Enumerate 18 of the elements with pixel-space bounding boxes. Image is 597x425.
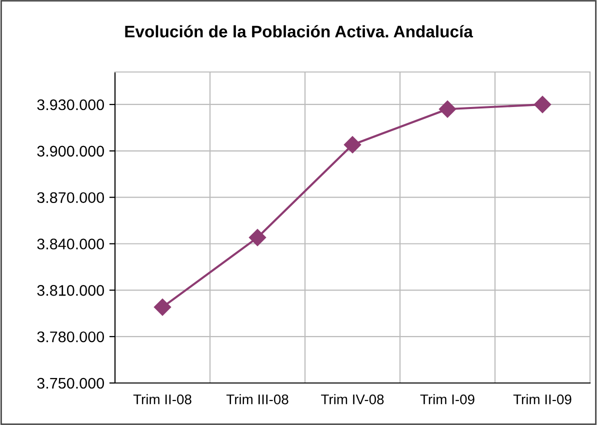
x-tick-label: Trim I-09: [420, 394, 474, 404]
x-tick-label: Trim III-08: [226, 394, 288, 404]
x-tick-label: Trim II-09: [513, 394, 572, 404]
point: [248, 229, 266, 246]
y-tick-label: 3.780.000: [37, 331, 104, 342]
y-tick-label: 3.930.000: [37, 99, 104, 110]
y-tick-label: 3.840.000: [37, 238, 104, 250]
point: [154, 298, 172, 316]
x-tick-label: Trim IV-08: [321, 394, 384, 404]
chart-title: Evolución de la Población Activa. Andalucía: [125, 25, 474, 38]
y-tick-label: 3.870.000: [37, 192, 104, 204]
y-tick-label: 3.810.000: [37, 285, 104, 296]
y-tick-label: 3.750.000: [37, 378, 104, 389]
point: [344, 136, 362, 154]
point: [438, 100, 456, 118]
x-tick-label: Trim II-08: [133, 394, 192, 404]
point: [534, 96, 552, 114]
y-tick-label: 3.900.000: [37, 146, 104, 157]
